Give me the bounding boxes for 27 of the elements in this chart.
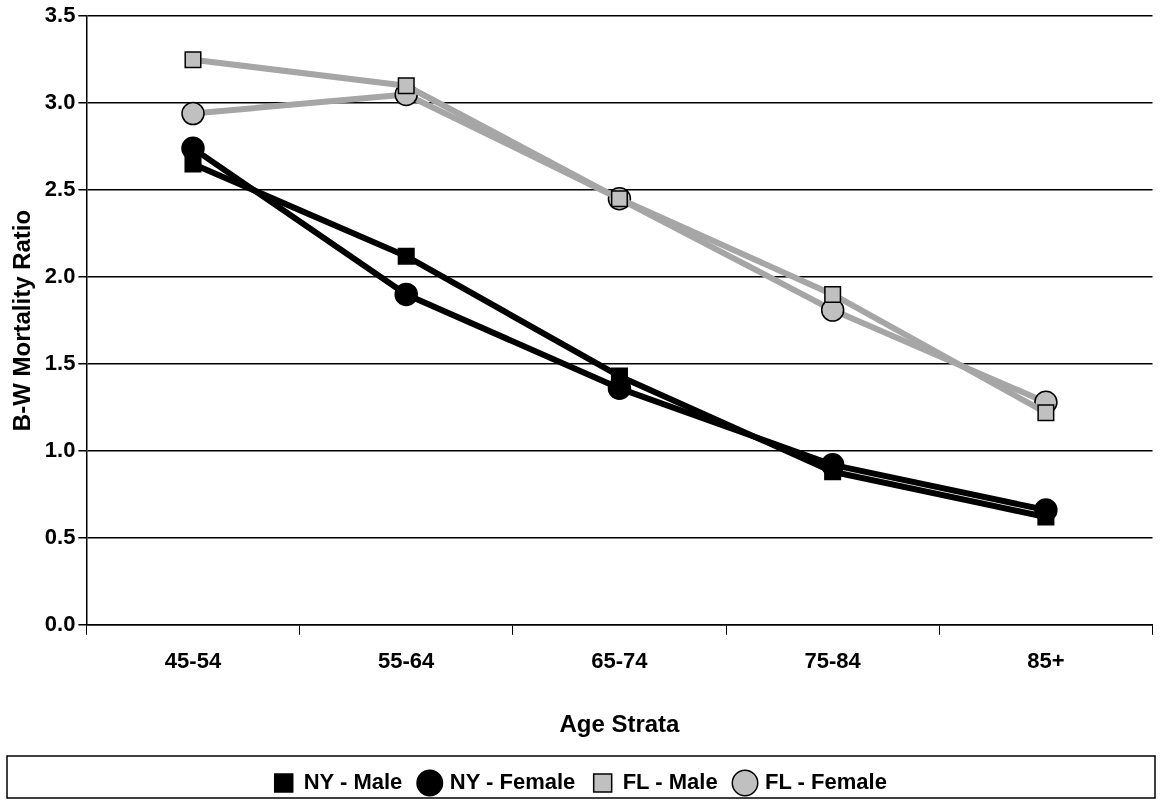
point [1037, 404, 1055, 422]
point [394, 282, 418, 307]
x-tick-label: 55-64 [378, 648, 436, 674]
x-tick-label: 45-54 [164, 648, 222, 674]
point [181, 101, 205, 126]
point [184, 51, 202, 69]
point [397, 247, 415, 265]
y-axis-title: B-W Mortality Ratio [8, 209, 36, 432]
point [184, 155, 202, 173]
x-tick-label: 75-84 [804, 648, 862, 674]
y-tick-label: 3.5 [44, 2, 76, 28]
x-axis-title: Age Strata [559, 710, 681, 738]
y-tick-label: 2.0 [44, 263, 76, 289]
legend-label: NY - Male [303, 769, 403, 795]
legend-label: FL - Male [622, 769, 718, 795]
legend-label: NY - Female [449, 769, 576, 795]
point [397, 77, 415, 95]
y-tick-label: 3.0 [44, 89, 76, 115]
y-tick-label: 2.5 [44, 176, 76, 202]
y-tick-label: 0.5 [44, 523, 76, 549]
y-tick-label: 1.0 [44, 436, 76, 462]
y-tick-label: 0.0 [44, 610, 76, 636]
x-tick-label: 85+ [1027, 648, 1065, 674]
legend-label: FL - Female [765, 769, 887, 795]
point [824, 285, 842, 303]
y-tick-label: 1.5 [44, 350, 76, 376]
x-tick-label: 65-74 [591, 648, 649, 674]
